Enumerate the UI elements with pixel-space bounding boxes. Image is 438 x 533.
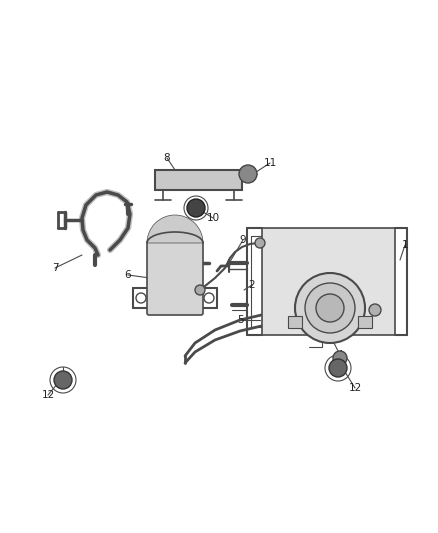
Text: 11: 11 [263, 158, 277, 168]
Circle shape [54, 371, 72, 389]
Bar [155, 170, 242, 190]
Wedge shape [147, 215, 203, 243]
Text: 1: 1 [402, 240, 408, 250]
Text: 2: 2 [249, 280, 255, 290]
Circle shape [333, 351, 347, 365]
Bar [288, 316, 302, 328]
Text: 12: 12 [41, 390, 55, 400]
Circle shape [136, 293, 146, 303]
Bar [358, 316, 372, 328]
Circle shape [295, 273, 365, 343]
Text: 4: 4 [337, 350, 343, 360]
Circle shape [329, 359, 347, 377]
Text: 3: 3 [307, 320, 313, 330]
Text: 9: 9 [240, 235, 246, 245]
Circle shape [187, 199, 205, 217]
Text: 6: 6 [125, 270, 131, 280]
Text: 10: 10 [206, 213, 219, 223]
Circle shape [305, 283, 355, 333]
Circle shape [195, 285, 205, 295]
FancyBboxPatch shape [147, 241, 203, 315]
Text: 5: 5 [237, 315, 244, 325]
Bar [262, 228, 395, 335]
Circle shape [369, 304, 381, 316]
Circle shape [239, 165, 257, 183]
Circle shape [204, 293, 214, 303]
Text: 7: 7 [52, 263, 58, 273]
Circle shape [255, 238, 265, 248]
Circle shape [316, 294, 344, 322]
Text: 12: 12 [348, 383, 362, 393]
Text: 8: 8 [164, 153, 170, 163]
